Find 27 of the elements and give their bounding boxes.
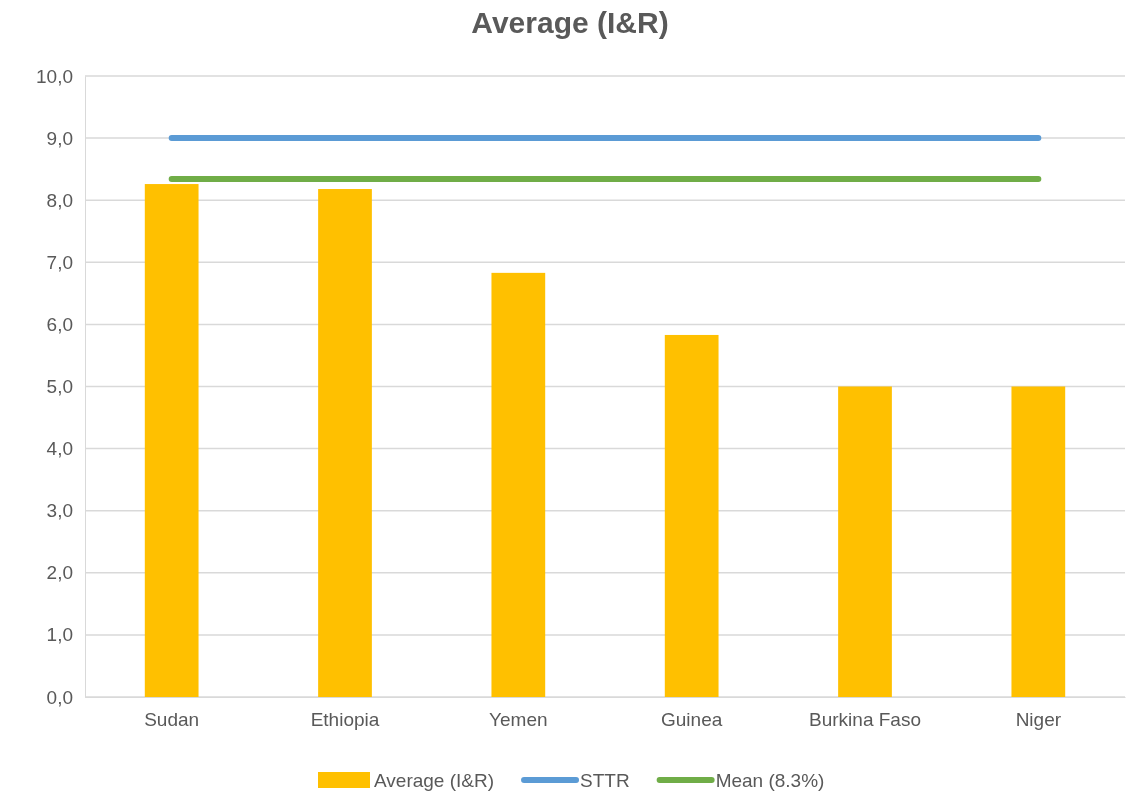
bar	[318, 189, 372, 697]
legend-label: STTR	[580, 770, 630, 791]
y-tick-label: 8,0	[46, 189, 73, 211]
x-tick-label: Ethiopia	[310, 709, 380, 731]
x-tick-label: Niger	[1015, 709, 1062, 731]
y-tick-label: 10,0	[36, 65, 73, 87]
y-tick-label: 3,0	[46, 500, 73, 522]
x-tick-label: Burkina Faso	[809, 709, 921, 731]
y-tick-label: 5,0	[46, 376, 73, 398]
legend-label: Mean (8.3%)	[715, 770, 825, 791]
bar	[491, 272, 546, 697]
x-tick-label: Yemen	[489, 709, 548, 731]
x-tick-label: Sudan	[144, 709, 200, 731]
y-tick-label: 6,0	[46, 313, 73, 335]
y-tick-label: 7,0	[46, 251, 73, 273]
legend-label: Average (I&R)	[374, 770, 495, 791]
chart-title: Average (I&R)	[471, 6, 669, 39]
bar	[144, 184, 199, 697]
bar	[838, 386, 892, 697]
y-tick-label: 1,0	[46, 624, 73, 646]
y-tick-label: 0,0	[46, 686, 73, 708]
x-tick-label: Guinea	[661, 709, 723, 731]
y-tick-label: 4,0	[46, 438, 73, 460]
bar	[664, 334, 719, 697]
bar	[1011, 386, 1066, 697]
y-tick-label: 9,0	[46, 127, 73, 149]
y-tick-label: 2,0	[46, 562, 73, 584]
